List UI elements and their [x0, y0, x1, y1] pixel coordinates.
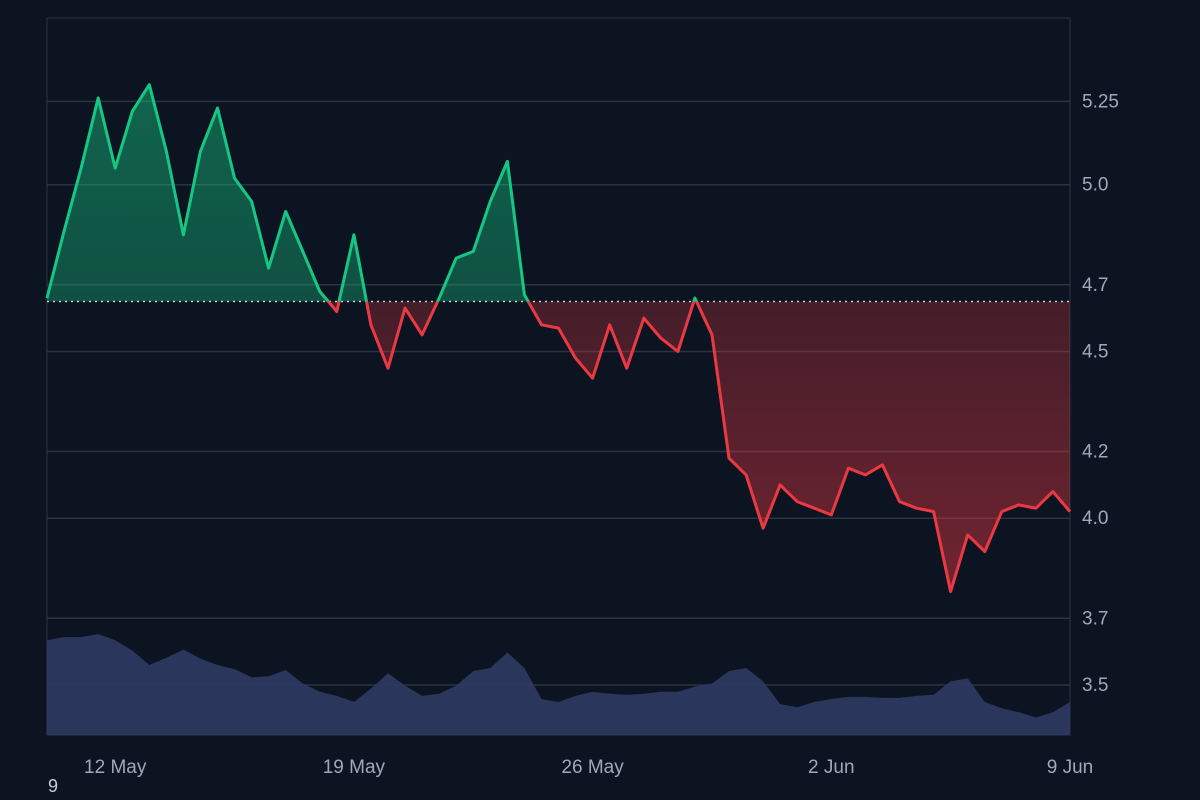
y-tick-label: 3.5 [1082, 675, 1108, 696]
area-fill-above-baseline [47, 84, 1070, 302]
y-tick-label: 4.2 [1082, 442, 1108, 463]
volume-area [47, 634, 1070, 735]
price-line-above-baseline [45, 83, 699, 302]
area-fill-below-baseline [328, 301, 1070, 592]
y-axis-tick-labels: 3.5 3.7 4.0 4.2 4.5 4.7 5.0 5.25 [1082, 91, 1119, 696]
price-line-below-baseline [326, 301, 1072, 594]
y-tick-label: 4.5 [1082, 341, 1108, 362]
corner-label: 9 [48, 776, 59, 796]
price-area-fill [47, 84, 1070, 592]
x-axis-tick-labels: 12 May 19 May 26 May 2 Jun 9 Jun [84, 757, 1093, 778]
y-tick-label: 5.25 [1082, 91, 1119, 112]
y-tick-label: 3.7 [1082, 608, 1108, 629]
x-tick-label: 26 May [561, 757, 624, 778]
x-tick-label: 19 May [323, 757, 386, 778]
volume-bars [47, 634, 1070, 735]
y-tick-label: 5.0 [1082, 175, 1108, 196]
x-tick-label: 2 Jun [808, 757, 854, 778]
x-tick-label: 9 Jun [1047, 757, 1093, 778]
y-tick-label: 4.7 [1082, 275, 1108, 296]
price-line [45, 83, 1072, 594]
x-tick-label: 12 May [84, 757, 147, 778]
y-tick-label: 4.0 [1082, 508, 1108, 529]
